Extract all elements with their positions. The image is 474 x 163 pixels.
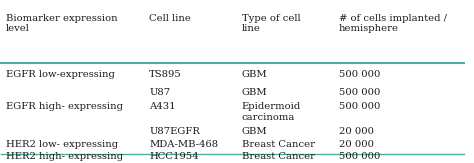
Text: GBM: GBM <box>242 70 267 79</box>
Text: Type of cell
line: Type of cell line <box>242 14 301 33</box>
Text: EGFR high- expressing: EGFR high- expressing <box>6 103 123 111</box>
Text: MDA-MB-468: MDA-MB-468 <box>149 140 219 148</box>
Text: Breast Cancer: Breast Cancer <box>242 152 315 161</box>
Text: 500 000: 500 000 <box>339 70 380 79</box>
Text: GBM: GBM <box>242 127 267 136</box>
Text: HER2 low- expressing: HER2 low- expressing <box>6 140 118 148</box>
Text: TS895: TS895 <box>149 70 182 79</box>
Text: Epidermoid
carcinoma: Epidermoid carcinoma <box>242 103 301 122</box>
Text: EGFR low-expressing: EGFR low-expressing <box>6 70 115 79</box>
Text: GBM: GBM <box>242 88 267 97</box>
Text: 20 000: 20 000 <box>339 127 374 136</box>
Text: Breast Cancer: Breast Cancer <box>242 140 315 148</box>
Text: Biomarker expression
level: Biomarker expression level <box>6 14 118 33</box>
Text: Cell line: Cell line <box>149 14 191 23</box>
Text: HCC1954: HCC1954 <box>149 152 199 161</box>
Text: 20 000: 20 000 <box>339 140 374 148</box>
Text: # of cells implanted /
hemisphere: # of cells implanted / hemisphere <box>339 14 447 33</box>
Text: HER2 high- expressing: HER2 high- expressing <box>6 152 123 161</box>
Text: 500 000: 500 000 <box>339 152 380 161</box>
Text: A431: A431 <box>149 103 176 111</box>
Text: 500 000: 500 000 <box>339 88 380 97</box>
Text: U87: U87 <box>149 88 171 97</box>
Text: U87EGFR: U87EGFR <box>149 127 200 136</box>
Text: 500 000: 500 000 <box>339 103 380 111</box>
